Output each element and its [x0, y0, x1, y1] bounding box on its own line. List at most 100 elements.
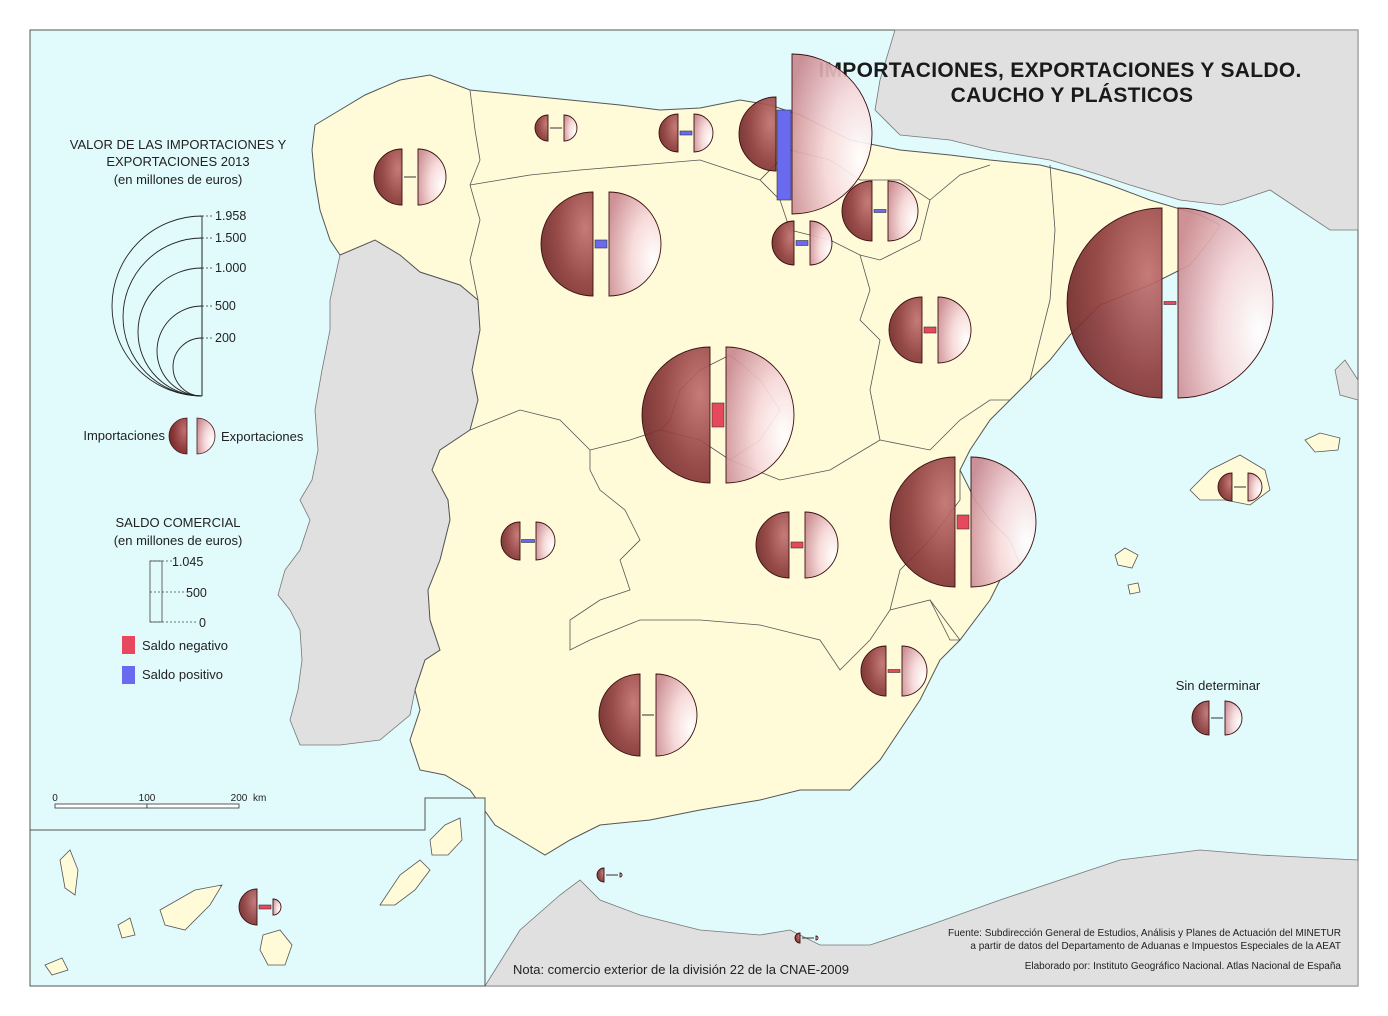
undetermined-label: Sin determinar [1176, 678, 1261, 693]
balance-bar-aragon [923, 326, 937, 334]
symbol-castilla-leon [540, 191, 662, 297]
import-halfcircle-baleares [1217, 472, 1233, 502]
legend-size-ring [156, 305, 203, 397]
legend-import-halfcircle [168, 417, 188, 455]
legend-export-halfcircle [196, 417, 216, 455]
import-halfcircle-castilla-la-mancha [755, 511, 790, 579]
import-halfcircle-pais-vasco [738, 96, 777, 172]
france-land [874, 29, 1359, 231]
legend-balance-heading1: SALDO COMERCIAL [116, 515, 241, 530]
export-halfcircle-andalucia [655, 673, 698, 757]
legend-size-tick-label: 1.958 [215, 209, 246, 223]
export-halfcircle-cantabria [693, 113, 714, 153]
legend-balance-heading2: (en millones de euros) [114, 533, 243, 548]
balance-bar-murcia [887, 669, 901, 673]
export-halfcircle-la-rioja [809, 220, 833, 266]
legend-size-circles: 1.958 1.500 1.000 500 200 [111, 209, 246, 397]
legend-balance-tick-zero: 0 [199, 616, 206, 630]
map-title-line1: IMPORTACIONES, EXPORTACIONES Y SALDO. [818, 59, 1301, 82]
canary-inset [29, 797, 486, 987]
legend-size-ring [172, 337, 203, 397]
symbol-pais-vasco [738, 53, 873, 215]
balance-bar-castilla-leon [594, 239, 608, 249]
symbol-galicia [373, 148, 447, 206]
import-halfcircle-navarra [841, 180, 873, 242]
scale-label-200: 200 [231, 793, 248, 804]
formentera [1127, 582, 1141, 595]
africa-land [484, 849, 1359, 987]
import-halfcircle-asturias [534, 114, 549, 142]
export-halfcircle-murcia [901, 645, 928, 697]
symbol-cataluna [1066, 207, 1274, 399]
export-halfcircle-asturias [563, 114, 578, 142]
legend-value-heading2: EXPORTACIONES 2013 [106, 154, 249, 169]
export-halfcircle-galicia [417, 148, 447, 206]
legend-balance-tick-max: 1.045 [172, 555, 203, 569]
symbol-cantabria [658, 113, 714, 153]
canary-islands [44, 817, 463, 976]
symbol-la-rioja [771, 220, 833, 266]
import-halfcircle-ceuta [596, 867, 605, 883]
import-halfcircle-castilla-leon [540, 191, 594, 297]
legend-size-tick-label: 1.000 [215, 261, 246, 275]
balance-bar-madrid [711, 402, 725, 428]
symbol-sin-determinar [1191, 700, 1243, 736]
legend-import-label: Importaciones [83, 428, 165, 443]
balance-bar-navarra [873, 209, 887, 213]
export-halfcircle-aragon [937, 296, 972, 364]
export-halfcircle-castilla-leon [608, 191, 662, 297]
source-line1: Fuente: Subdirección General de Estudios… [948, 928, 1341, 939]
export-halfcircle-madrid [725, 346, 795, 484]
balance-bar-pais-vasco [776, 109, 792, 201]
import-halfcircle-murcia [860, 645, 887, 697]
legend-value-heading3: (en millones de euros) [114, 172, 243, 187]
source-line2: a partir de datos del Departamento de Ad… [970, 941, 1341, 952]
legend-size-ring [122, 237, 203, 397]
export-halfcircle-ceuta [619, 872, 623, 878]
export-halfcircle-castilla-la-mancha [804, 511, 839, 579]
credit-line: Elaborado por: Instituto Geográfico Naci… [1025, 961, 1342, 972]
import-halfcircle-valencia [889, 456, 956, 588]
export-halfcircle-canarias [272, 898, 282, 916]
legend-negative-swatch [122, 636, 135, 654]
import-halfcircle-andalucia [598, 673, 641, 757]
legend-positive-label: Saldo positivo [142, 667, 223, 682]
legend-size-tick-label: 200 [215, 331, 236, 345]
legend-balance-tick-mid: 500 [186, 586, 207, 600]
balance-bar-castilla-la-mancha [790, 541, 804, 549]
import-halfcircle-sin-determinar [1191, 700, 1210, 736]
export-halfcircle-baleares [1247, 472, 1263, 502]
scale-label-100: 100 [139, 793, 156, 804]
import-halfcircle-melilla [794, 932, 801, 944]
symbol-valencia [889, 456, 1037, 588]
import-halfcircle-extremadura [500, 521, 521, 561]
legend-export-label: Exportaciones [221, 429, 304, 444]
import-halfcircle-canarias [238, 888, 258, 926]
export-halfcircle-melilla [815, 935, 819, 941]
symbol-madrid [641, 346, 795, 484]
balance-bar-valencia [956, 514, 970, 530]
symbol-extremadura [500, 521, 556, 561]
legend-size-ring [111, 215, 203, 397]
import-halfcircle-galicia [373, 148, 403, 206]
export-halfcircle-navarra [887, 180, 919, 242]
export-halfcircle-cataluna [1177, 207, 1274, 399]
import-halfcircle-cataluna [1066, 207, 1163, 399]
symbol-navarra [841, 180, 919, 242]
import-halfcircle-cantabria [658, 113, 679, 153]
sardinia-land [1334, 359, 1359, 401]
legend-positive-swatch [122, 666, 135, 684]
ibiza [1114, 547, 1139, 569]
balance-bar-extremadura [521, 539, 535, 543]
legend-size-tick-label: 500 [215, 299, 236, 313]
balance-bar-la-rioja [795, 240, 809, 246]
map-title-line2: CAUCHO Y PLÁSTICOS [951, 84, 1194, 107]
scale-label-0: 0 [52, 793, 58, 804]
import-halfcircle-aragon [888, 296, 923, 364]
export-halfcircle-sin-determinar [1224, 700, 1243, 736]
balance-bar-canarias [258, 904, 272, 910]
export-halfcircle-valencia [970, 456, 1037, 588]
legend-value-heading1: VALOR DE LAS IMPORTACIONES Y [70, 137, 287, 152]
